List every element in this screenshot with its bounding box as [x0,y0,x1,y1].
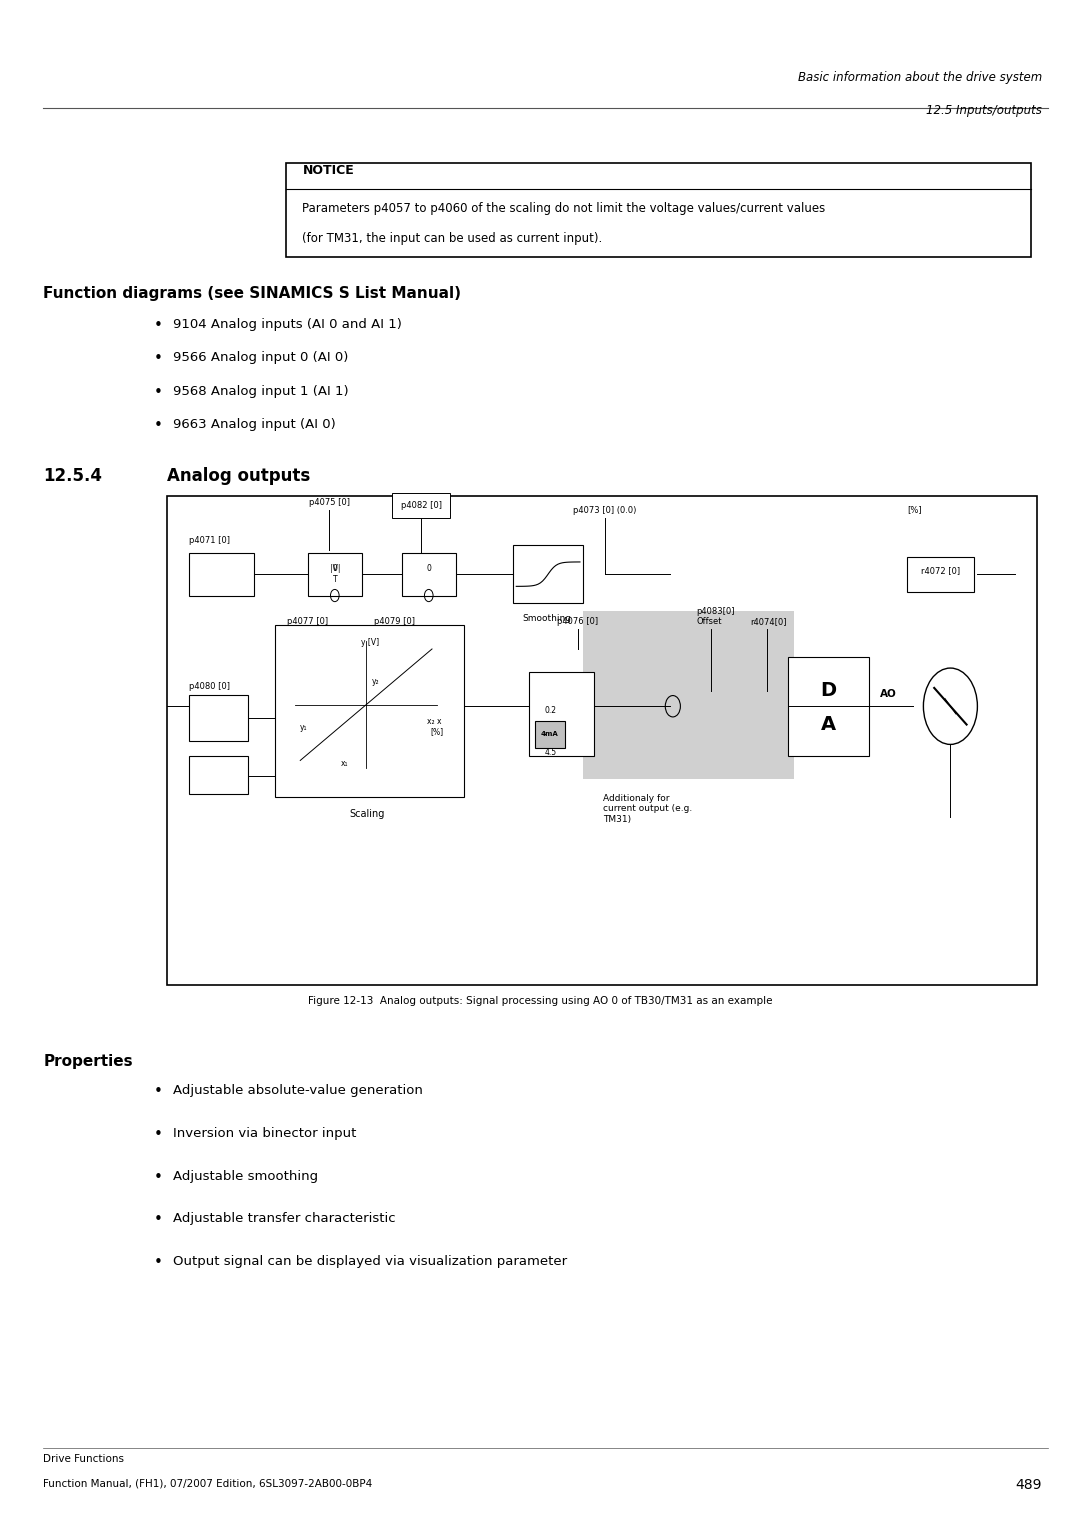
Text: p4075 [0]: p4075 [0] [309,498,350,507]
Text: x₂ x: x₂ x [427,718,442,725]
Text: (for TM31, the input can be used as current input).: (for TM31, the input can be used as curr… [302,232,603,246]
FancyBboxPatch shape [308,553,362,596]
Text: •: • [153,1084,162,1099]
Text: 0: 0 [427,563,431,573]
Text: 0: 0 [333,563,338,573]
Text: 9568 Analog input 1 (AI 1): 9568 Analog input 1 (AI 1) [173,385,349,399]
FancyBboxPatch shape [275,625,464,797]
Text: Inversion via binector input: Inversion via binector input [173,1127,356,1141]
FancyBboxPatch shape [788,657,869,756]
Text: p4080 [0]: p4080 [0] [189,683,230,690]
Text: r4072 [0]: r4072 [0] [921,567,960,576]
Text: Function Manual, (FH1), 07/2007 Edition, 6SL3097-2AB00-0BP4: Function Manual, (FH1), 07/2007 Edition,… [43,1478,373,1489]
FancyBboxPatch shape [583,611,794,779]
Text: p4073 [0] (0.0): p4073 [0] (0.0) [573,505,636,515]
Text: •: • [153,351,162,366]
FancyBboxPatch shape [907,557,974,592]
Text: Additionaly for
current output (e.g.
TM31): Additionaly for current output (e.g. TM3… [603,794,692,825]
Text: 0.2: 0.2 [544,705,557,715]
FancyBboxPatch shape [535,721,565,748]
Text: 489: 489 [1015,1478,1042,1492]
Text: •: • [153,418,162,434]
Text: Smoothing: Smoothing [522,614,571,623]
Text: p4071 [0]: p4071 [0] [189,536,230,545]
FancyBboxPatch shape [189,695,248,741]
Text: 4.5: 4.5 [544,748,557,757]
Text: p4079 [0]: p4079 [0] [374,617,415,626]
Text: 9566 Analog input 0 (AI 0): 9566 Analog input 0 (AI 0) [173,351,348,365]
Text: p4078 [0]: p4078 [0] [189,767,230,776]
Text: x₁: x₁ [341,759,348,768]
Text: Output signal can be displayed via visualization parameter: Output signal can be displayed via visua… [173,1255,567,1269]
FancyBboxPatch shape [167,496,1037,985]
FancyBboxPatch shape [402,553,456,596]
Text: p4076 [0]: p4076 [0] [557,617,598,626]
FancyBboxPatch shape [189,756,248,794]
Text: y [V]: y [V] [361,638,379,647]
FancyBboxPatch shape [513,545,583,603]
Text: •: • [153,1212,162,1228]
Text: [%]: [%] [907,505,922,515]
FancyBboxPatch shape [286,163,1031,257]
Text: Adjustable transfer characteristic: Adjustable transfer characteristic [173,1212,395,1226]
FancyBboxPatch shape [189,553,254,596]
Text: Scaling: Scaling [350,809,384,820]
Text: 9663 Analog input (AI 0): 9663 Analog input (AI 0) [173,418,336,432]
Text: Figure 12-13  Analog outputs: Signal processing using AO 0 of TB30/TM31 as an ex: Figure 12-13 Analog outputs: Signal proc… [308,996,772,1006]
Text: y₁: y₁ [300,724,308,731]
Text: 3: 3 [549,728,553,738]
Text: AO: AO [880,689,897,699]
Text: Basic information about the drive system: Basic information about the drive system [798,70,1042,84]
Text: Adjustable smoothing: Adjustable smoothing [173,1170,318,1183]
Text: A: A [821,715,836,734]
Text: |V|
T: |V| T [329,565,340,583]
Text: Function diagrams (see SINAMICS S List Manual): Function diagrams (see SINAMICS S List M… [43,286,461,301]
Text: r4074[0]: r4074[0] [751,617,787,626]
Text: 12.5.4: 12.5.4 [43,467,103,486]
FancyBboxPatch shape [529,672,594,756]
Text: [%]: [%] [431,727,444,736]
Text: Adjustable absolute-value generation: Adjustable absolute-value generation [173,1084,422,1098]
Text: D: D [821,681,836,701]
Text: •: • [153,385,162,400]
Text: Properties: Properties [43,1054,133,1069]
Text: Parameters p4057 to p4060 of the scaling do not limit the voltage values/current: Parameters p4057 to p4060 of the scaling… [302,202,825,215]
Text: •: • [153,1255,162,1270]
Text: 9104 Analog inputs (AI 0 and AI 1): 9104 Analog inputs (AI 0 and AI 1) [173,318,402,331]
Text: •: • [153,1170,162,1185]
Text: •: • [153,1127,162,1142]
Text: p4077 [0]: p4077 [0] [287,617,328,626]
Text: •: • [153,318,162,333]
Text: 12.5 Inputs/outputs: 12.5 Inputs/outputs [927,104,1042,118]
Text: Drive Functions: Drive Functions [43,1454,124,1464]
Text: Analog outputs: Analog outputs [167,467,311,486]
Text: p4082 [0]: p4082 [0] [401,501,442,510]
Text: p4083[0]
Offset: p4083[0] Offset [697,606,735,626]
Text: 4mA: 4mA [541,731,558,738]
Text: y₂: y₂ [372,678,379,686]
Text: NOTICE: NOTICE [302,163,354,177]
